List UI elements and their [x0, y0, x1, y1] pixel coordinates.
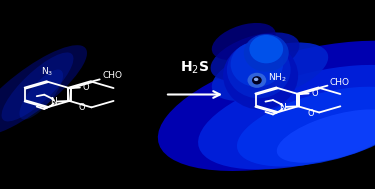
Ellipse shape — [252, 76, 262, 84]
Ellipse shape — [212, 23, 276, 60]
Ellipse shape — [198, 65, 375, 170]
Text: O: O — [83, 83, 90, 92]
Text: O: O — [79, 103, 86, 112]
Ellipse shape — [244, 34, 289, 72]
Text: H$_2$S: H$_2$S — [180, 60, 210, 76]
Ellipse shape — [227, 42, 291, 98]
Text: N: N — [50, 97, 57, 106]
Text: NH$_2$: NH$_2$ — [268, 71, 286, 84]
Text: O: O — [312, 89, 318, 98]
Ellipse shape — [277, 109, 375, 163]
Text: O: O — [307, 109, 314, 118]
Ellipse shape — [210, 32, 300, 81]
Ellipse shape — [237, 87, 375, 167]
Ellipse shape — [158, 41, 375, 171]
Text: N: N — [279, 103, 286, 112]
Ellipse shape — [231, 42, 283, 87]
Ellipse shape — [2, 53, 74, 121]
Ellipse shape — [20, 70, 63, 119]
Text: CHO: CHO — [102, 71, 122, 81]
Ellipse shape — [254, 78, 258, 81]
Text: N$_3$: N$_3$ — [41, 65, 54, 77]
Ellipse shape — [223, 42, 298, 110]
Ellipse shape — [249, 35, 283, 63]
Ellipse shape — [248, 73, 266, 88]
Ellipse shape — [0, 45, 87, 136]
Text: CHO: CHO — [330, 78, 350, 87]
Ellipse shape — [212, 43, 328, 101]
